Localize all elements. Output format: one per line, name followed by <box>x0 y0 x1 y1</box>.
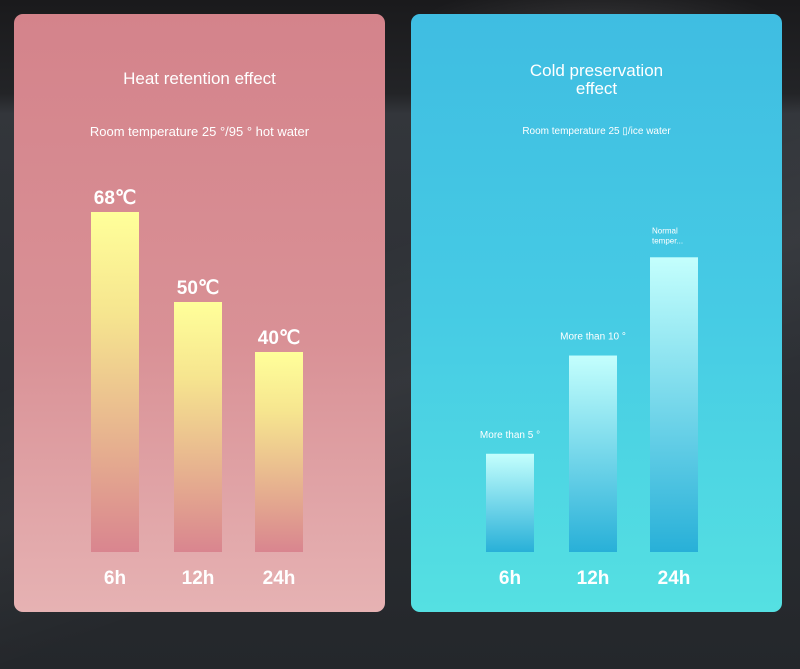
cold-bar-6h <box>486 453 534 552</box>
heat-bar-label-6h: 68℃ <box>94 188 136 209</box>
heat-x-tick-24h: 24h <box>263 568 296 589</box>
cold-x-tick-24h: 24h <box>658 568 691 589</box>
cold-x-tick-6h: 6h <box>499 568 521 589</box>
cold-bar-label-12h: More than 10 ° <box>560 332 626 343</box>
cold-preservation-panel: Cold preservation effect Room temperatur… <box>411 14 782 612</box>
cold-chart-title: Cold preservation effect <box>529 61 664 98</box>
heat-chart-title: Heat retention effect <box>123 69 276 88</box>
cold-chart-subtitle: Room temperature 25 ▯/ice water <box>522 126 671 137</box>
heat-retention-panel: Heat retention effect Room temperature 2… <box>14 14 385 612</box>
cold-bar-12h <box>569 355 617 552</box>
cold-bar-24h <box>650 257 698 552</box>
heat-chart-subtitle: Room temperature 25 °/95 ° hot water <box>89 124 310 139</box>
heat-bar-label-12h: 50℃ <box>177 278 219 299</box>
cold-bar-label-6h: More than 5 ° <box>480 430 540 441</box>
cold-bar-chart: More than 5 ° 6h More than 10 ° 12h Normal te… <box>480 226 698 589</box>
heat-bar-label-24h: 40℃ <box>258 328 300 349</box>
heat-x-tick-6h: 6h <box>104 568 126 589</box>
heat-x-tick-12h: 12h <box>182 568 215 589</box>
cold-x-tick-12h: 12h <box>577 568 610 589</box>
cold-bar-label-24h: Normal temper... <box>652 226 683 245</box>
heat-bar-chart: 68℃ 6h 50℃ 12h 40℃ 24h <box>91 188 303 589</box>
heat-bar-24h <box>255 352 303 552</box>
heat-bar-6h <box>91 212 139 552</box>
heat-bar-12h <box>174 302 222 552</box>
